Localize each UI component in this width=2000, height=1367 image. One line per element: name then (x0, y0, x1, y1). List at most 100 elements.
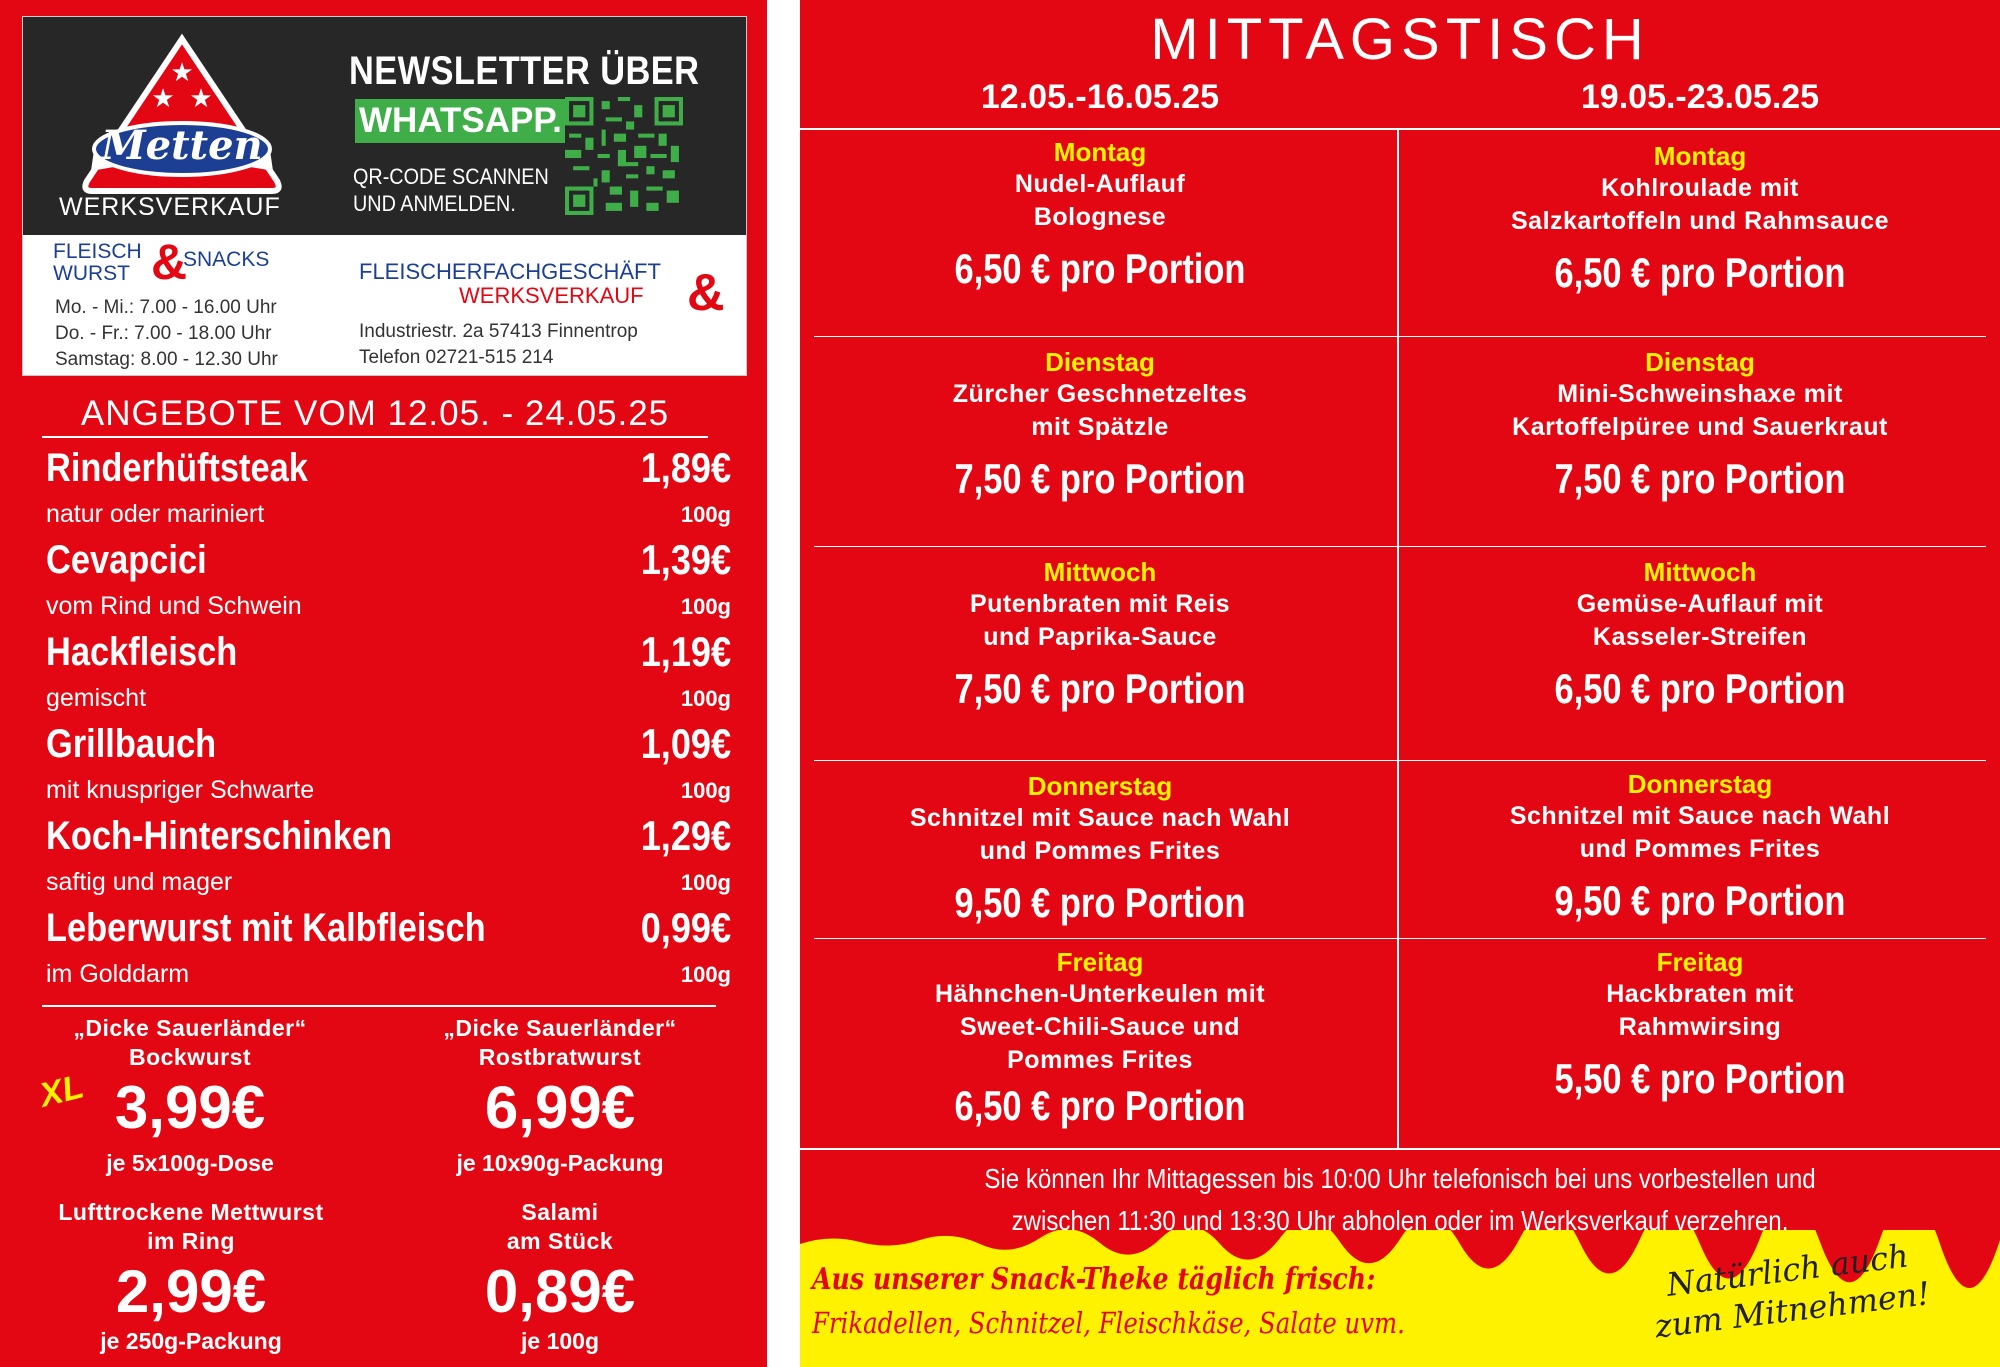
fleisch-wurst-label: FLEISCH WURST (53, 241, 142, 285)
menu-cell: Donnerstag Schnitzel mit Sauce nach Wahl… (1420, 768, 1980, 926)
row-divider (814, 336, 1986, 337)
mittagstisch-title: MITTAGSTISCH (1150, 7, 1650, 72)
offer-unit: 100g (680, 594, 731, 619)
week-1-label: 12.05.-16.05.25 (980, 78, 1220, 116)
hours-do-fr: Do. - Fr.: 7.00 - 18.00 Uhr (55, 323, 272, 344)
dish-line: Kasseler-Streifen (1592, 623, 1808, 651)
offer-sub: mit knuspriger Schwarte (46, 776, 315, 804)
svg-text:★: ★ (189, 83, 212, 113)
fleisch-label: FLEISCH (53, 240, 142, 263)
offer-sub: natur oder mariniert (46, 500, 265, 528)
day-label: Dienstag (1045, 347, 1155, 377)
row-divider (814, 938, 1986, 939)
dish-price: 7,50 € pro Portion (954, 455, 1246, 502)
ampersand-2: & (687, 264, 725, 322)
qr-code-icon[interactable] (565, 97, 683, 215)
menu-cell: Dienstag Mini-Schweinshaxe mit Kartoffel… (1420, 346, 1980, 504)
dish-line: und Pommes Frites (979, 837, 1221, 865)
offers-title: ANGEBOTE VOM 12.05. - 24.05.25 (42, 394, 708, 438)
wurst-label: WURST (53, 262, 130, 285)
offer-name: Koch-Hinterschinken (46, 814, 392, 858)
offer-name: Leberwurst mit Kalbfleisch (46, 906, 486, 950)
day-label: Montag (1653, 141, 1747, 171)
special-subtitle: am Stück (506, 1228, 614, 1254)
ampersand-1: & (151, 234, 188, 290)
offer-sub: im Golddarm (46, 960, 190, 988)
column-divider (1397, 130, 1399, 1148)
special-price: 6,99€ (484, 1074, 636, 1141)
special-title: Salami (521, 1199, 599, 1225)
shop-werksverkauf-label: WERKSVERKAUF (459, 283, 644, 308)
special-title: „Dicke Sauerländer“ (443, 1015, 677, 1041)
day-label: Donnerstag (1627, 769, 1773, 799)
dish-price: 5,50 € pro Portion (1554, 1055, 1846, 1102)
hours-samstag: Samstag: 8.00 - 12.30 Uhr (55, 349, 278, 370)
dish-line: Mini-Schweinshaxe mit (1557, 380, 1843, 408)
special-price: 3,99€ (114, 1074, 266, 1141)
qr-instruction-line1: QR-CODE SCANNEN (353, 164, 549, 189)
header-box: Metten ★ ★ ★ WERKSVERKAUF NEWSLETTER ÜBE… (22, 16, 747, 376)
menu-cell: Mittwoch Putenbraten mit Reis und Paprik… (820, 556, 1380, 714)
special-title: „Dicke Sauerländer“ (73, 1015, 307, 1041)
special-rostbratwurst: „Dicke Sauerländer“ Rostbratwurst 6,99€ … (400, 1014, 720, 1177)
svg-text:★: ★ (170, 57, 193, 87)
phone: Telefon 02721-515 214 (359, 347, 554, 368)
snack-title: Aus unserer Snack-Theke täglich frisch: (812, 1262, 1376, 1297)
whatsapp-badge: WHATSAPP. (355, 99, 578, 143)
dish-price: 6,50 € pro Portion (954, 1082, 1246, 1129)
offer-price: 1,09€ (640, 720, 731, 767)
preorder-line1: Sie können Ihr Mittagessen bis 10:00 Uhr… (984, 1163, 1816, 1194)
day-label: Dienstag (1645, 347, 1755, 377)
special-subtitle: Bockwurst (128, 1044, 252, 1070)
offer-name: Cevapcici (46, 538, 207, 582)
svg-text:★: ★ (151, 83, 174, 113)
menu-cell: Freitag Hähnchen-Unterkeulen mit Sweet-C… (820, 946, 1380, 1131)
snack-items: Frikadellen, Schnitzel, Fleischkäse, Sal… (812, 1306, 1405, 1340)
day-label: Freitag (1656, 947, 1744, 977)
offer-unit: 100g (680, 870, 731, 895)
dish-line: Schnitzel mit Sauce nach Wahl (909, 804, 1291, 832)
special-unit: je 10x90g-Packung (456, 1150, 664, 1176)
dish-price: 9,50 € pro Portion (954, 879, 1246, 926)
dish-line: Nudel-Auflauf (1014, 170, 1186, 198)
special-unit: je 5x100g-Dose (106, 1150, 274, 1176)
dish-line: und Paprika-Sauce (983, 623, 1217, 651)
footer-divider (800, 1148, 2000, 1150)
header-divider (800, 128, 2000, 130)
day-label: Montag (1053, 137, 1147, 167)
day-label: Donnerstag (1027, 771, 1173, 801)
dish-line: Hackbraten mit (1606, 980, 1794, 1008)
offer-unit: 100g (680, 686, 731, 711)
offer-sub: vom Rind und Schwein (46, 592, 302, 620)
special-subtitle: im Ring (147, 1228, 235, 1254)
dish-line: und Pommes Frites (1579, 835, 1821, 863)
offer-sub: gemischt (46, 684, 147, 712)
menu-cell: Montag Nudel-Auflauf Bolognese 6,50 € pr… (820, 136, 1380, 294)
menu-cell: Montag Kohlroulade mit Salzkartoffeln un… (1420, 140, 1980, 298)
qr-instruction-line2: UND ANMELDEN. (353, 191, 516, 216)
menu-cell: Freitag Hackbraten mit Rahmwirsing 5,50 … (1420, 946, 1980, 1104)
special-unit: je 250g-Packung (100, 1328, 282, 1354)
special-bockwurst: „Dicke Sauerländer“ Bockwurst 3,99€ je 5… (40, 1014, 340, 1177)
dish-price: 6,50 € pro Portion (1554, 249, 1846, 296)
dish-line: Gemüse-Auflauf mit (1576, 590, 1824, 618)
offer-price: 1,19€ (640, 628, 731, 675)
offer-price: 1,29€ (640, 812, 731, 859)
dish-line: Hähnchen-Unterkeulen mit (934, 980, 1266, 1008)
dish-price: 7,50 € pro Portion (1554, 455, 1846, 502)
dish-line: Kohlroulade mit (1601, 174, 1799, 202)
offer-unit: 100g (680, 778, 731, 803)
offer-price: 1,89€ (640, 444, 731, 491)
day-label: Mittwoch (1643, 557, 1757, 587)
dish-line: Rahmwirsing (1618, 1013, 1782, 1041)
offer-unit: 100g (680, 502, 731, 527)
offer-price: 1,39€ (640, 536, 731, 583)
dish-price: 6,50 € pro Portion (954, 245, 1246, 292)
special-mettwurst: Lufttrockene Mettwurst im Ring 2,99€ je … (18, 1198, 364, 1355)
dish-price: 7,50 € pro Portion (954, 665, 1246, 712)
newsletter-title: NEWSLETTER ÜBER (349, 49, 700, 93)
special-salami: Salami am Stück 0,89€ je 100g (420, 1198, 700, 1355)
offer-price: 0,99€ (640, 904, 731, 951)
day-label: Mittwoch (1043, 557, 1157, 587)
metten-logo: Metten ★ ★ ★ (82, 33, 282, 194)
